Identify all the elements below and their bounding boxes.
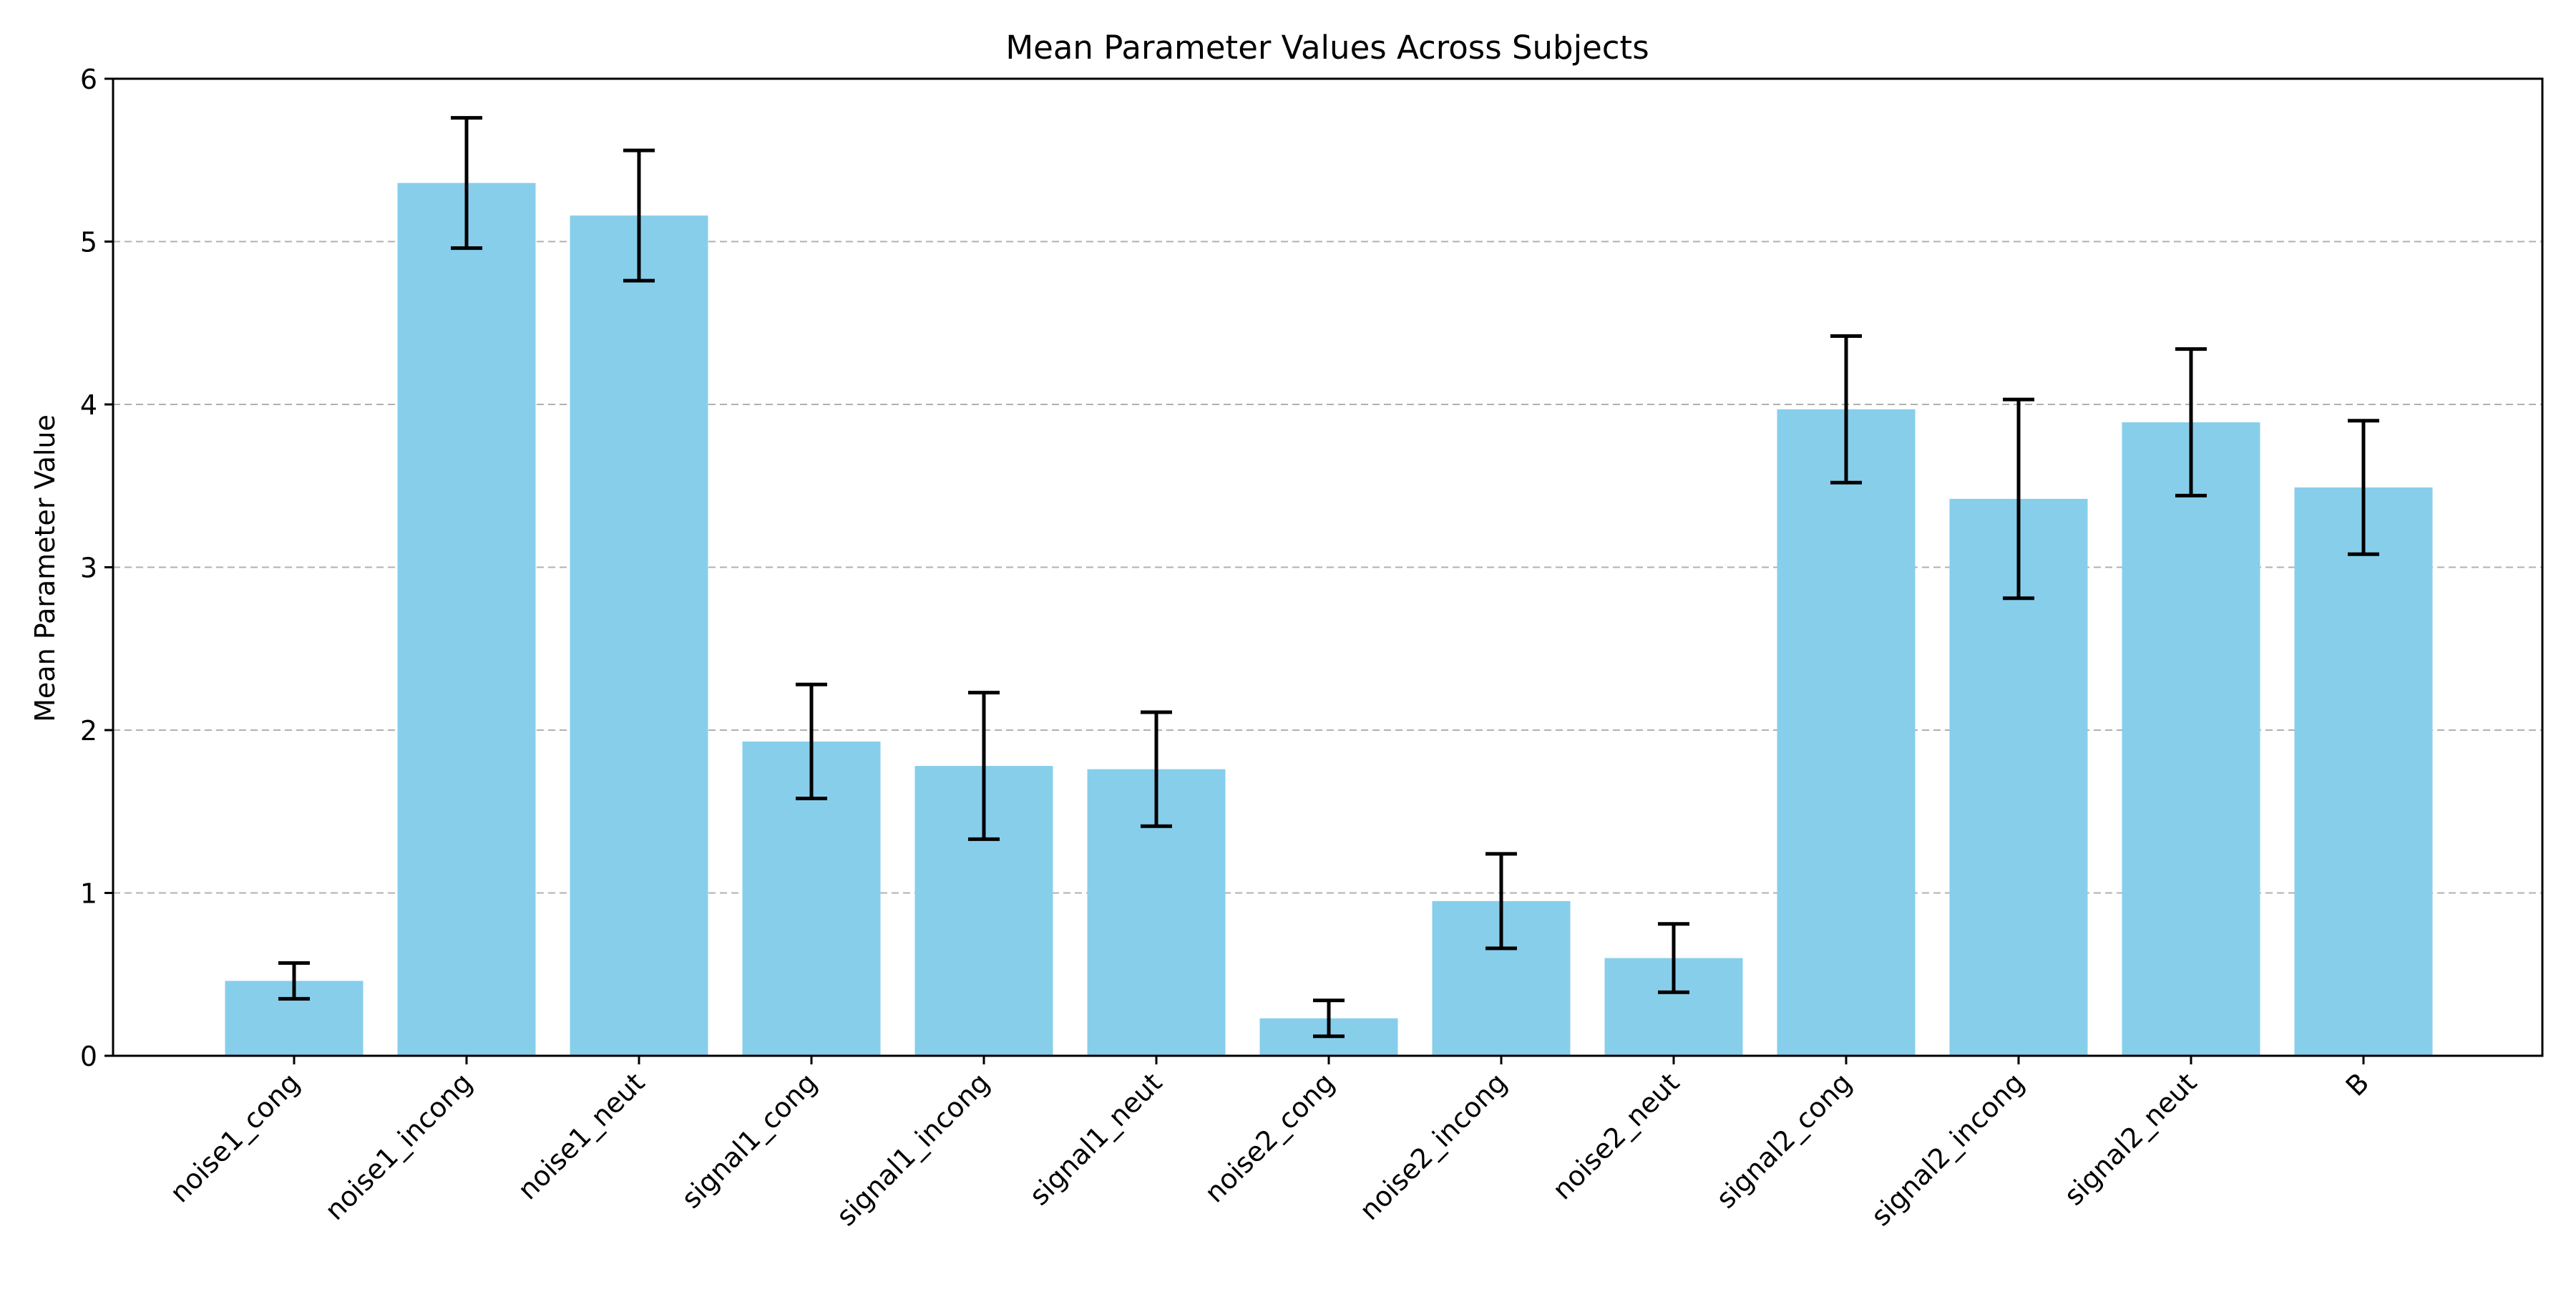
x-tick-label: B xyxy=(2340,1067,2376,1102)
x-tick-label: signal1_incong xyxy=(830,1067,995,1232)
x-tick-label: signal2_neut xyxy=(2058,1067,2202,1211)
x-tick-label: noise1_cong xyxy=(164,1067,306,1208)
y-tick-label: 2 xyxy=(80,715,97,747)
y-tick-label: 6 xyxy=(80,64,97,95)
bar xyxy=(570,215,708,1057)
y-tick-label: 5 xyxy=(80,227,97,258)
bar xyxy=(2294,487,2433,1056)
x-tick-label: signal1_neut xyxy=(1023,1067,1168,1211)
x-tick-label: noise1_incong xyxy=(318,1067,478,1226)
bar xyxy=(2122,422,2260,1056)
bars xyxy=(225,183,2433,1057)
bar xyxy=(1777,409,1916,1056)
error-bars xyxy=(278,116,2379,1039)
y-axis-ticks: 0 1 2 3 4 5 6 xyxy=(80,64,113,1072)
chart-title: Mean Parameter Values Across Subjects xyxy=(1005,29,1649,67)
y-axis-label: Mean Parameter Value xyxy=(29,414,61,722)
x-tick-label: noise1_neut xyxy=(512,1067,650,1205)
x-tick-label: signal2_cong xyxy=(1710,1067,1858,1214)
plot-frame xyxy=(112,77,2544,1057)
y-tick-label: 0 xyxy=(80,1041,97,1072)
x-tick-label: noise2_neut xyxy=(1546,1067,1685,1205)
x-tick-label: signal2_incong xyxy=(1865,1067,2030,1232)
y-tick-label: 3 xyxy=(80,553,97,584)
x-axis-ticks: noise1_cong noise1_incong noise1_neut signa… xyxy=(164,1056,2375,1232)
x-tick-label: signal1_cong xyxy=(675,1067,823,1214)
bar xyxy=(397,183,536,1057)
x-tick-label: noise2_incong xyxy=(1353,1067,1513,1226)
y-tick-label: 1 xyxy=(80,878,97,910)
x-tick-label: noise2_cong xyxy=(1199,1067,1340,1208)
y-tick-label: 4 xyxy=(80,389,97,421)
